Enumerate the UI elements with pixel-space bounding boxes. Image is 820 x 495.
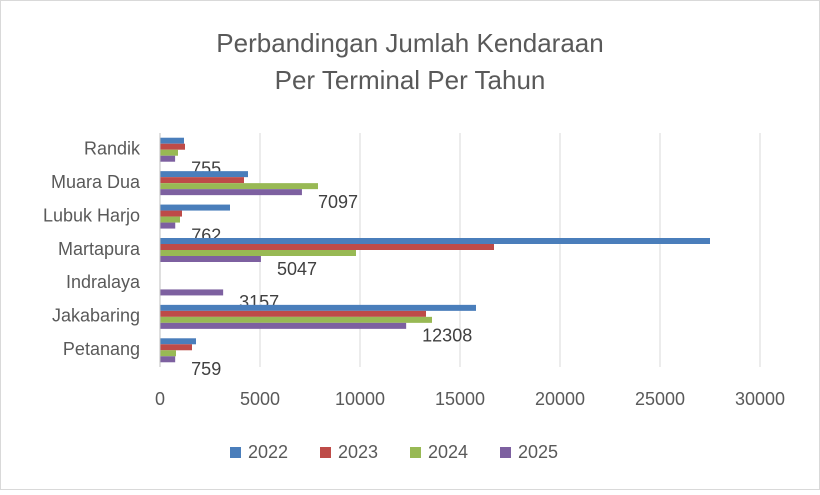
bar bbox=[160, 322, 407, 329]
x-tick-label: 20000 bbox=[535, 389, 585, 409]
bar bbox=[160, 210, 182, 217]
chart-title: Per Terminal Per Tahun bbox=[275, 65, 546, 95]
bar bbox=[160, 189, 302, 196]
legend-label: 2023 bbox=[338, 442, 378, 462]
y-tick-label: Lubuk Harjo bbox=[43, 205, 140, 225]
legend-swatch bbox=[230, 447, 241, 458]
bar bbox=[160, 244, 494, 250]
bar bbox=[160, 356, 176, 363]
chart-title: Perbandingan Jumlah Kendaraan bbox=[216, 28, 603, 58]
bar bbox=[160, 350, 176, 357]
y-tick-label: Randik bbox=[84, 138, 141, 158]
x-tick-label: 5000 bbox=[240, 389, 280, 409]
bar bbox=[160, 143, 185, 150]
bar bbox=[160, 222, 176, 229]
bar bbox=[160, 177, 244, 184]
y-tick-label: Jakabaring bbox=[52, 306, 140, 326]
bar bbox=[160, 316, 432, 323]
x-tick-label: 25000 bbox=[635, 389, 685, 409]
x-tick-label: 30000 bbox=[735, 389, 785, 409]
bar bbox=[160, 216, 180, 223]
data-label: 12308 bbox=[422, 326, 472, 346]
bar bbox=[160, 304, 476, 311]
legend-swatch bbox=[410, 447, 421, 458]
data-label: 5047 bbox=[277, 259, 317, 279]
legend-label: 2022 bbox=[248, 442, 288, 462]
legend-label: 2025 bbox=[518, 442, 558, 462]
bar bbox=[160, 344, 192, 351]
bar bbox=[160, 204, 230, 211]
x-tick-label: 15000 bbox=[435, 389, 485, 409]
bar bbox=[160, 238, 710, 244]
x-tick-label: 10000 bbox=[335, 389, 385, 409]
bar bbox=[160, 155, 176, 162]
legend-swatch bbox=[320, 447, 331, 458]
y-tick-label: Petanang bbox=[63, 339, 140, 359]
legend-label: 2024 bbox=[428, 442, 468, 462]
bar bbox=[160, 289, 224, 296]
bar bbox=[160, 338, 196, 345]
y-tick-label: Muara Dua bbox=[51, 172, 141, 192]
x-tick-label: 0 bbox=[155, 389, 165, 409]
y-tick-label: Indralaya bbox=[66, 272, 141, 292]
bar bbox=[160, 250, 356, 256]
bar bbox=[160, 149, 178, 156]
data-label: 7097 bbox=[318, 192, 358, 212]
bar bbox=[160, 310, 426, 317]
bar bbox=[160, 183, 318, 190]
data-label: 759 bbox=[191, 359, 221, 379]
legend-swatch bbox=[500, 447, 511, 458]
y-tick-label: Martapura bbox=[58, 239, 141, 259]
bar bbox=[160, 171, 248, 178]
bar bbox=[160, 256, 261, 262]
bar bbox=[160, 137, 184, 144]
